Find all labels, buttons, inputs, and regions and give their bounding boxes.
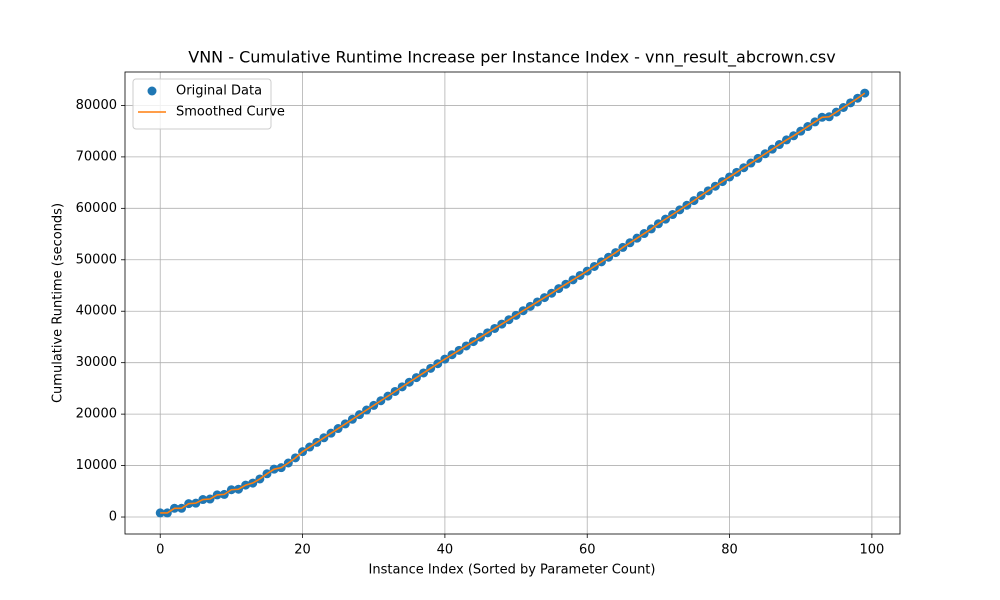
y-tick-label: 70000	[76, 149, 117, 164]
line	[160, 92, 866, 514]
y-tick-label: 60000	[76, 201, 117, 216]
x-tick-label: 80	[721, 543, 738, 558]
y-tick-label: 50000	[76, 252, 117, 267]
legend-label: Original Data	[176, 84, 262, 99]
y-axis-label: Cumulative Runtime (seconds)	[51, 203, 66, 403]
y-tick-label: 30000	[76, 355, 117, 370]
y-tick-label: 20000	[76, 407, 117, 422]
chart-title: VNN - Cumulative Runtime Increase per In…	[188, 48, 835, 68]
y-tick-label: 80000	[76, 98, 117, 113]
legend-label: Smoothed Curve	[176, 105, 285, 120]
x-tick-label: 0	[156, 543, 164, 558]
legend: Original Data Smoothed Curve	[132, 78, 285, 130]
y-tick-label: 0	[109, 510, 117, 525]
x-tick-label: 40	[437, 543, 454, 558]
x-tick-label: 60	[579, 543, 596, 558]
y-tick-label: 10000	[76, 458, 117, 473]
x-axis-label: Instance Index (Sorted by Parameter Coun…	[369, 563, 656, 578]
plot-frame	[124, 71, 901, 535]
legend-marker	[147, 86, 157, 96]
x-tick-label: 20	[294, 543, 311, 558]
y-tick-label: 40000	[76, 304, 117, 319]
x-tick-label: 100	[859, 543, 884, 558]
legend-box	[132, 78, 272, 130]
